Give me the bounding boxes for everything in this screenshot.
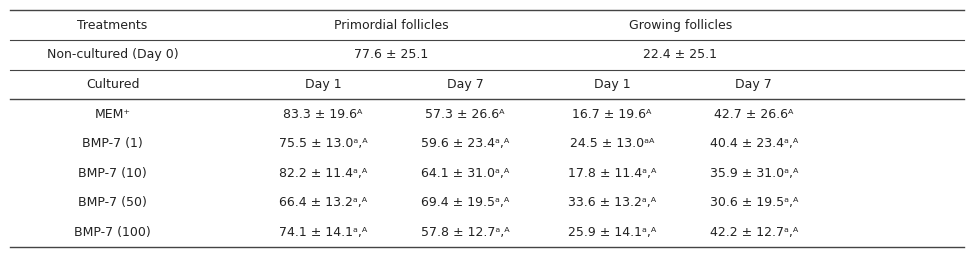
Text: Day 7: Day 7 bbox=[734, 78, 772, 91]
Text: MEM⁺: MEM⁺ bbox=[95, 108, 130, 121]
Text: 35.9 ± 31.0ᵃ,ᴬ: 35.9 ± 31.0ᵃ,ᴬ bbox=[709, 167, 797, 180]
Text: BMP-7 (50): BMP-7 (50) bbox=[78, 196, 147, 209]
Text: Day 7: Day 7 bbox=[446, 78, 483, 91]
Text: BMP-7 (10): BMP-7 (10) bbox=[78, 167, 147, 180]
Text: Non-cultured (Day 0): Non-cultured (Day 0) bbox=[47, 48, 178, 61]
Text: 17.8 ± 11.4ᵃ,ᴬ: 17.8 ± 11.4ᵃ,ᴬ bbox=[567, 167, 655, 180]
Text: 30.6 ± 19.5ᵃ,ᴬ: 30.6 ± 19.5ᵃ,ᴬ bbox=[709, 196, 797, 209]
Text: Primordial follicles: Primordial follicles bbox=[333, 19, 449, 32]
Text: 83.3 ± 19.6ᴬ: 83.3 ± 19.6ᴬ bbox=[283, 108, 363, 121]
Text: Cultured: Cultured bbox=[86, 78, 139, 91]
Text: 59.6 ± 23.4ᵃ,ᴬ: 59.6 ± 23.4ᵃ,ᴬ bbox=[421, 137, 509, 150]
Text: 82.2 ± 11.4ᵃ,ᴬ: 82.2 ± 11.4ᵃ,ᴬ bbox=[279, 167, 367, 180]
Text: 42.7 ± 26.6ᴬ: 42.7 ± 26.6ᴬ bbox=[713, 108, 793, 121]
Text: Growing follicles: Growing follicles bbox=[628, 19, 732, 32]
Text: 57.3 ± 26.6ᴬ: 57.3 ± 26.6ᴬ bbox=[424, 108, 505, 121]
Text: 42.2 ± 12.7ᵃ,ᴬ: 42.2 ± 12.7ᵃ,ᴬ bbox=[709, 226, 797, 239]
Text: 77.6 ± 25.1: 77.6 ± 25.1 bbox=[354, 48, 428, 61]
Text: 24.5 ± 13.0ᵃᴬ: 24.5 ± 13.0ᵃᴬ bbox=[569, 137, 653, 150]
Text: 40.4 ± 23.4ᵃ,ᴬ: 40.4 ± 23.4ᵃ,ᴬ bbox=[709, 137, 797, 150]
Text: 66.4 ± 13.2ᵃ,ᴬ: 66.4 ± 13.2ᵃ,ᴬ bbox=[279, 196, 367, 209]
Text: BMP-7 (100): BMP-7 (100) bbox=[74, 226, 151, 239]
Text: 64.1 ± 31.0ᵃ,ᴬ: 64.1 ± 31.0ᵃ,ᴬ bbox=[421, 167, 509, 180]
Text: Day 1: Day 1 bbox=[304, 78, 341, 91]
Text: 33.6 ± 13.2ᵃ,ᴬ: 33.6 ± 13.2ᵃ,ᴬ bbox=[567, 196, 655, 209]
Text: 69.4 ± 19.5ᵃ,ᴬ: 69.4 ± 19.5ᵃ,ᴬ bbox=[421, 196, 509, 209]
Text: Treatments: Treatments bbox=[77, 19, 148, 32]
Text: 74.1 ± 14.1ᵃ,ᴬ: 74.1 ± 14.1ᵃ,ᴬ bbox=[279, 226, 367, 239]
Text: 57.8 ± 12.7ᵃ,ᴬ: 57.8 ± 12.7ᵃ,ᴬ bbox=[421, 226, 509, 239]
Text: 25.9 ± 14.1ᵃ,ᴬ: 25.9 ± 14.1ᵃ,ᴬ bbox=[567, 226, 655, 239]
Text: Day 1: Day 1 bbox=[593, 78, 630, 91]
Text: BMP-7 (1): BMP-7 (1) bbox=[82, 137, 143, 150]
Text: 22.4 ± 25.1: 22.4 ± 25.1 bbox=[643, 48, 717, 61]
Text: 16.7 ± 19.6ᴬ: 16.7 ± 19.6ᴬ bbox=[571, 108, 651, 121]
Text: 75.5 ± 13.0ᵃ,ᴬ: 75.5 ± 13.0ᵃ,ᴬ bbox=[279, 137, 367, 150]
